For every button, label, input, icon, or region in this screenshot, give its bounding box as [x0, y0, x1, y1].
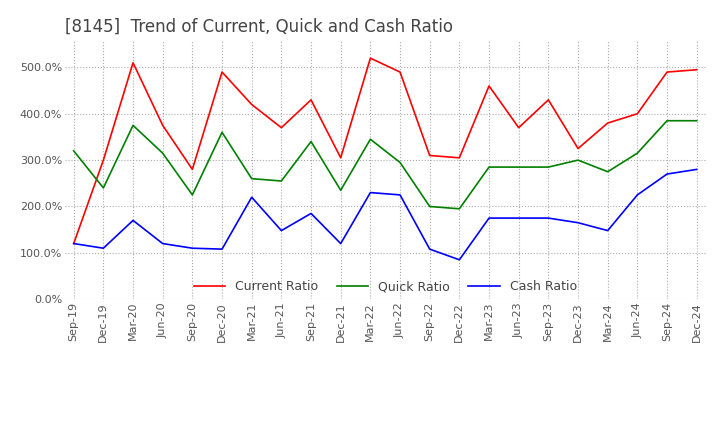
- Cash Ratio: [366, 190, 374, 195]
- Cash Ratio: [633, 192, 642, 198]
- Quick Ratio: [455, 206, 464, 212]
- Cash Ratio: [574, 220, 582, 225]
- Legend: Current Ratio, Quick Ratio, Cash Ratio: Current Ratio, Quick Ratio, Cash Ratio: [189, 275, 582, 298]
- Quick Ratio: [662, 118, 671, 123]
- Quick Ratio: [129, 123, 138, 128]
- Quick Ratio: [217, 130, 226, 135]
- Cash Ratio: [188, 246, 197, 251]
- Cash Ratio: [248, 194, 256, 200]
- Line: Current Ratio: Current Ratio: [73, 58, 697, 244]
- Cash Ratio: [693, 167, 701, 172]
- Current Ratio: [277, 125, 286, 130]
- Quick Ratio: [544, 165, 553, 170]
- Cash Ratio: [129, 218, 138, 223]
- Current Ratio: [455, 155, 464, 161]
- Cash Ratio: [426, 246, 434, 252]
- Cash Ratio: [336, 241, 345, 246]
- Current Ratio: [69, 241, 78, 246]
- Cash Ratio: [455, 257, 464, 262]
- Cash Ratio: [603, 228, 612, 233]
- Current Ratio: [662, 70, 671, 75]
- Current Ratio: [574, 146, 582, 151]
- Current Ratio: [217, 70, 226, 75]
- Cash Ratio: [485, 216, 493, 221]
- Cash Ratio: [396, 192, 405, 198]
- Current Ratio: [633, 111, 642, 117]
- Cash Ratio: [69, 241, 78, 246]
- Quick Ratio: [485, 165, 493, 170]
- Quick Ratio: [248, 176, 256, 181]
- Quick Ratio: [158, 150, 167, 156]
- Current Ratio: [99, 158, 108, 163]
- Current Ratio: [514, 125, 523, 130]
- Current Ratio: [485, 83, 493, 88]
- Quick Ratio: [366, 137, 374, 142]
- Quick Ratio: [307, 139, 315, 144]
- Quick Ratio: [574, 158, 582, 163]
- Quick Ratio: [336, 187, 345, 193]
- Cash Ratio: [514, 216, 523, 221]
- Text: [8145]  Trend of Current, Quick and Cash Ratio: [8145] Trend of Current, Quick and Cash …: [65, 17, 453, 35]
- Quick Ratio: [603, 169, 612, 174]
- Cash Ratio: [662, 172, 671, 177]
- Current Ratio: [603, 121, 612, 126]
- Current Ratio: [693, 67, 701, 72]
- Line: Cash Ratio: Cash Ratio: [73, 169, 697, 260]
- Quick Ratio: [396, 160, 405, 165]
- Current Ratio: [544, 97, 553, 103]
- Quick Ratio: [514, 165, 523, 170]
- Current Ratio: [336, 155, 345, 161]
- Quick Ratio: [99, 185, 108, 191]
- Current Ratio: [366, 55, 374, 61]
- Line: Quick Ratio: Quick Ratio: [73, 121, 697, 209]
- Cash Ratio: [277, 228, 286, 233]
- Quick Ratio: [69, 148, 78, 154]
- Current Ratio: [426, 153, 434, 158]
- Current Ratio: [158, 123, 167, 128]
- Cash Ratio: [158, 241, 167, 246]
- Cash Ratio: [544, 216, 553, 221]
- Current Ratio: [129, 60, 138, 66]
- Current Ratio: [248, 102, 256, 107]
- Quick Ratio: [426, 204, 434, 209]
- Quick Ratio: [693, 118, 701, 123]
- Quick Ratio: [188, 192, 197, 198]
- Quick Ratio: [633, 150, 642, 156]
- Current Ratio: [396, 70, 405, 75]
- Current Ratio: [188, 167, 197, 172]
- Cash Ratio: [307, 211, 315, 216]
- Cash Ratio: [99, 246, 108, 251]
- Quick Ratio: [277, 178, 286, 183]
- Cash Ratio: [217, 246, 226, 252]
- Current Ratio: [307, 97, 315, 103]
